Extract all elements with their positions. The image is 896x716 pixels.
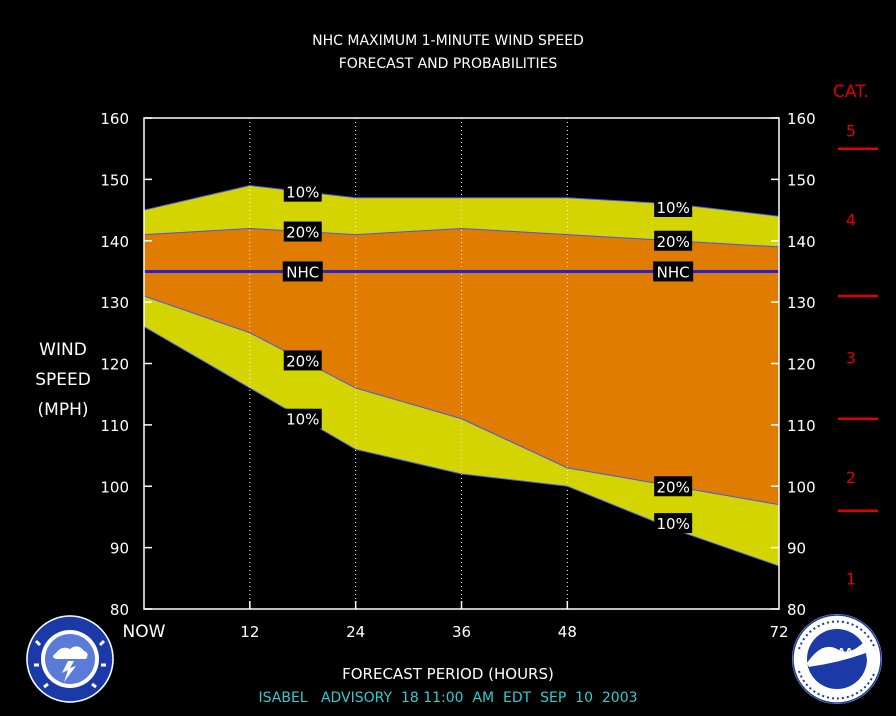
series-label-6: 20% bbox=[656, 233, 689, 251]
y-tick-label-left-150: 150 bbox=[100, 171, 129, 189]
y-axis-label-line-3: (MPH) bbox=[38, 400, 89, 420]
x-tick-label-12: 12 bbox=[240, 623, 259, 641]
series-label-8: 20% bbox=[656, 478, 689, 496]
series-label-5: 10% bbox=[656, 199, 689, 217]
x-tick-label-24: 24 bbox=[346, 623, 365, 641]
chart-title-line-2: FORECAST AND PROBABILITIES bbox=[339, 56, 558, 72]
x-axis-label: FORECAST PERIOD (HOURS) bbox=[342, 665, 554, 683]
series-label-7: NHC bbox=[657, 263, 690, 281]
chart-title-line-1: NHC MAXIMUM 1-MINUTE WIND SPEED bbox=[312, 33, 584, 49]
y-tick-label-left-100: 100 bbox=[100, 478, 129, 496]
category-label-1: 1 bbox=[846, 569, 856, 588]
x-tick-label-48: 48 bbox=[558, 623, 577, 641]
series-label-0: 10% bbox=[286, 184, 319, 202]
series-label-1: 20% bbox=[286, 224, 319, 242]
y-axis-label-line-1: WIND bbox=[39, 340, 87, 360]
y-tick-label-right-150: 150 bbox=[787, 171, 816, 189]
x-tick-label-NOW: NOW bbox=[123, 622, 166, 642]
series-label-3: 20% bbox=[286, 352, 319, 370]
y-axis-right: 80 90 100 110 120 130 140 150 160 bbox=[771, 110, 816, 619]
y-axis-label-line-2: SPEED bbox=[35, 370, 91, 390]
category-label-3: 3 bbox=[846, 348, 856, 367]
category-label-2: 2 bbox=[846, 468, 856, 487]
series-label-bg-9 bbox=[654, 513, 693, 534]
series-label-2: NHC bbox=[286, 263, 319, 281]
y-tick-label-right-110: 110 bbox=[787, 417, 816, 435]
category-scale: 1 2 3 4 5 bbox=[838, 121, 878, 588]
series-label-bg-2 bbox=[282, 261, 323, 282]
series-label-4: 10% bbox=[286, 411, 319, 429]
y-tick-label-right-140: 140 bbox=[787, 233, 816, 251]
series-label-9: 10% bbox=[656, 515, 689, 533]
y-axis-left: 80 90 100 110 120 130 140 150 160 bbox=[100, 110, 152, 619]
y-tick-label-right-160: 160 bbox=[787, 110, 816, 128]
category-label-5: 5 bbox=[846, 121, 856, 140]
y-tick-label-right-100: 100 bbox=[787, 478, 816, 496]
y-tick-label-right-90: 90 bbox=[787, 540, 806, 558]
y-tick-label-left-160: 160 bbox=[100, 110, 129, 128]
y-tick-label-right-80: 80 bbox=[787, 601, 806, 619]
series-label-bg-7 bbox=[653, 261, 694, 282]
y-tick-label-left-80: 80 bbox=[110, 601, 129, 619]
y-tick-label-right-130: 130 bbox=[787, 294, 816, 312]
y-tick-label-left-130: 130 bbox=[100, 294, 129, 312]
series-label-bg-6 bbox=[654, 230, 693, 251]
series-label-bg-0 bbox=[283, 181, 322, 202]
x-tick-label-72: 72 bbox=[769, 623, 788, 641]
nws-logo bbox=[26, 615, 114, 703]
y-tick-label-left-110: 110 bbox=[100, 417, 129, 435]
y-tick-label-left-90: 90 bbox=[110, 540, 129, 558]
x-axis: NOW 12 24 36 48 72 bbox=[123, 601, 789, 642]
y-tick-label-left-140: 140 bbox=[100, 233, 129, 251]
series-label-bg-8 bbox=[654, 476, 693, 497]
noaa-logo: NOAA bbox=[792, 614, 882, 704]
category-title: CAT. bbox=[833, 82, 869, 102]
category-label-4: 4 bbox=[846, 210, 856, 229]
series-label-bg-4 bbox=[283, 408, 322, 429]
advisory-text: ISABEL ADVISORY 18 11:00 AM EDT SEP 10 2… bbox=[258, 690, 637, 706]
x-tick-label-36: 36 bbox=[452, 623, 471, 641]
series-labels: 10% 20% NHC 20% 10% 10% 20% NHC 20% 10% bbox=[282, 181, 694, 534]
y-tick-label-right-120: 120 bbox=[787, 356, 816, 374]
y-tick-label-left-120: 120 bbox=[100, 356, 129, 374]
series-label-bg-3 bbox=[283, 350, 322, 371]
series-label-bg-5 bbox=[654, 196, 693, 217]
series-label-bg-1 bbox=[283, 221, 322, 242]
noaa-logo-text: NOAA bbox=[821, 647, 853, 658]
